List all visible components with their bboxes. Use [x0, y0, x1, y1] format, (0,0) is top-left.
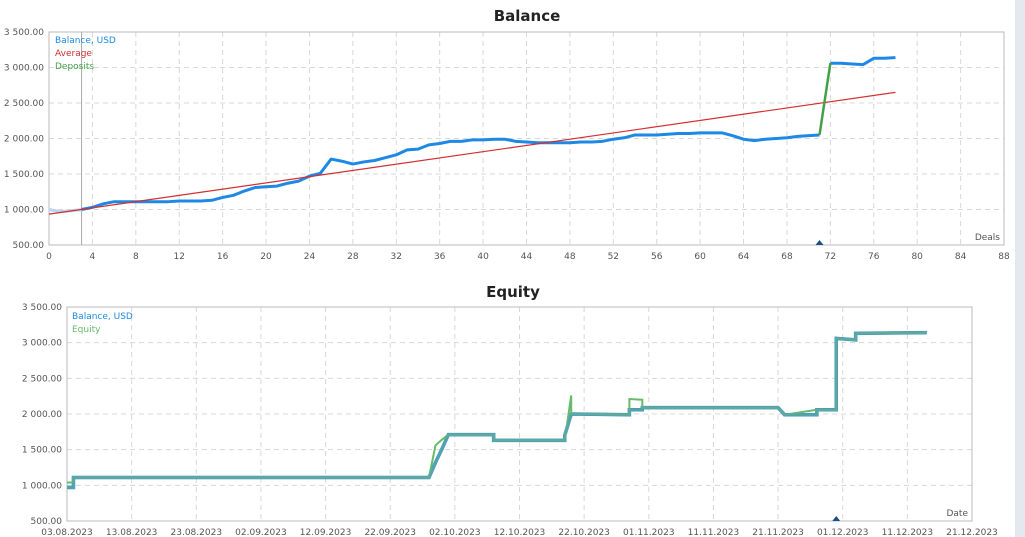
balance-line	[81, 131, 820, 211]
x-tick-label: 76	[868, 252, 880, 262]
x-tick-label: 24	[304, 252, 316, 262]
equity-chart: 500.00 1 000.00 1 500.00 2 000.00 2 500.00 3 …	[22, 303, 998, 537]
x-tick-label: 84	[955, 252, 967, 262]
y-tick-label: 1 500.00	[22, 446, 62, 456]
x-tick-label: 32	[391, 252, 402, 262]
legend-average: Average	[55, 49, 92, 59]
x-axis-label: Date	[946, 509, 968, 519]
y-tick-label: 2 500.00	[4, 99, 44, 109]
legend-deposits: Deposits	[55, 62, 94, 72]
deposits-line	[818, 63, 832, 136]
x-tick-label: 21.11.2023	[752, 528, 804, 537]
x-tick-label: 21.12.2023	[946, 528, 998, 537]
vertical-scrollbar[interactable]	[1015, 0, 1025, 537]
x-tick-label: 4	[90, 252, 96, 262]
x-tick-label: 88	[998, 252, 1010, 262]
x-tick-label: 01.11.2023	[623, 528, 675, 537]
y-tick-label: 1 000.00	[22, 481, 62, 491]
x-tick-label: 23.08.2023	[171, 528, 223, 537]
balance-chart-title: Balance	[493, 7, 561, 25]
x-tick-label: 13.08.2023	[106, 528, 158, 537]
x-tick-label: 16	[217, 252, 229, 262]
y-tick-label: 1 000.00	[4, 206, 44, 216]
x-tick-label: 20	[260, 252, 272, 262]
x-tick-label: 72	[825, 252, 836, 262]
balance-line-after	[830, 56, 896, 67]
x-tick-label: 22.10.2023	[558, 528, 610, 537]
y-tick-label: 2 000.00	[22, 410, 62, 420]
y-tick-label: 2 000.00	[4, 135, 44, 145]
x-tick-label: 64	[738, 252, 750, 262]
equity-chart-title: Equity	[486, 283, 540, 301]
x-tick-label: 03.08.2023	[41, 528, 93, 537]
legend-equity: Equity	[72, 325, 101, 335]
x-tick-label: 0	[46, 252, 52, 262]
x-tick-label: 40	[477, 252, 489, 262]
x-tick-label: 68	[781, 252, 793, 262]
x-tick-label: 44	[521, 252, 533, 262]
balance-chart: 500.00 1 000.00 1 500.00 2 000.00 2 500.00 3 …	[4, 28, 1010, 262]
legend-balance: Balance, USD	[72, 312, 133, 322]
y-tick-label: 3 000.00	[22, 339, 62, 349]
x-tick-label: 12.09.2023	[300, 528, 352, 537]
x-tick-label: 02.09.2023	[235, 528, 287, 537]
x-tick-label: 36	[434, 252, 446, 262]
deposit-marker-icon	[815, 240, 824, 245]
x-tick-label: 12	[174, 252, 185, 262]
x-tick-label: 48	[564, 252, 576, 262]
y-tick-label: 3 500.00	[22, 303, 62, 313]
average-line	[48, 91, 896, 215]
y-tick-label: 1 500.00	[4, 170, 44, 180]
y-tick-label: 500.00	[13, 241, 45, 251]
x-tick-label: 52	[608, 252, 619, 262]
x-tick-label: 28	[347, 252, 359, 262]
x-tick-label: 11.12.2023	[882, 528, 934, 537]
x-tick-label: 01.12.2023	[817, 528, 869, 537]
x-axis-label: Deals	[975, 233, 1000, 243]
legend-balance: Balance, USD	[55, 36, 116, 46]
x-tick-label: 11.11.2023	[688, 528, 740, 537]
y-tick-label: 3 500.00	[4, 28, 44, 38]
x-tick-label: 12.10.2023	[494, 528, 546, 537]
x-tick-label: 8	[133, 252, 139, 262]
deposit-marker-icon	[832, 516, 841, 521]
x-tick-label: 02.10.2023	[429, 528, 481, 537]
x-tick-label: 22.09.2023	[364, 528, 416, 537]
x-tick-label: 56	[651, 252, 663, 262]
y-tick-label: 2 500.00	[22, 374, 62, 384]
y-tick-label: 3 000.00	[4, 64, 44, 74]
x-tick-label: 80	[911, 252, 923, 262]
y-tick-label: 500.00	[31, 517, 63, 527]
x-tick-label: 60	[694, 252, 706, 262]
equity-overlap-line	[67, 331, 927, 489]
